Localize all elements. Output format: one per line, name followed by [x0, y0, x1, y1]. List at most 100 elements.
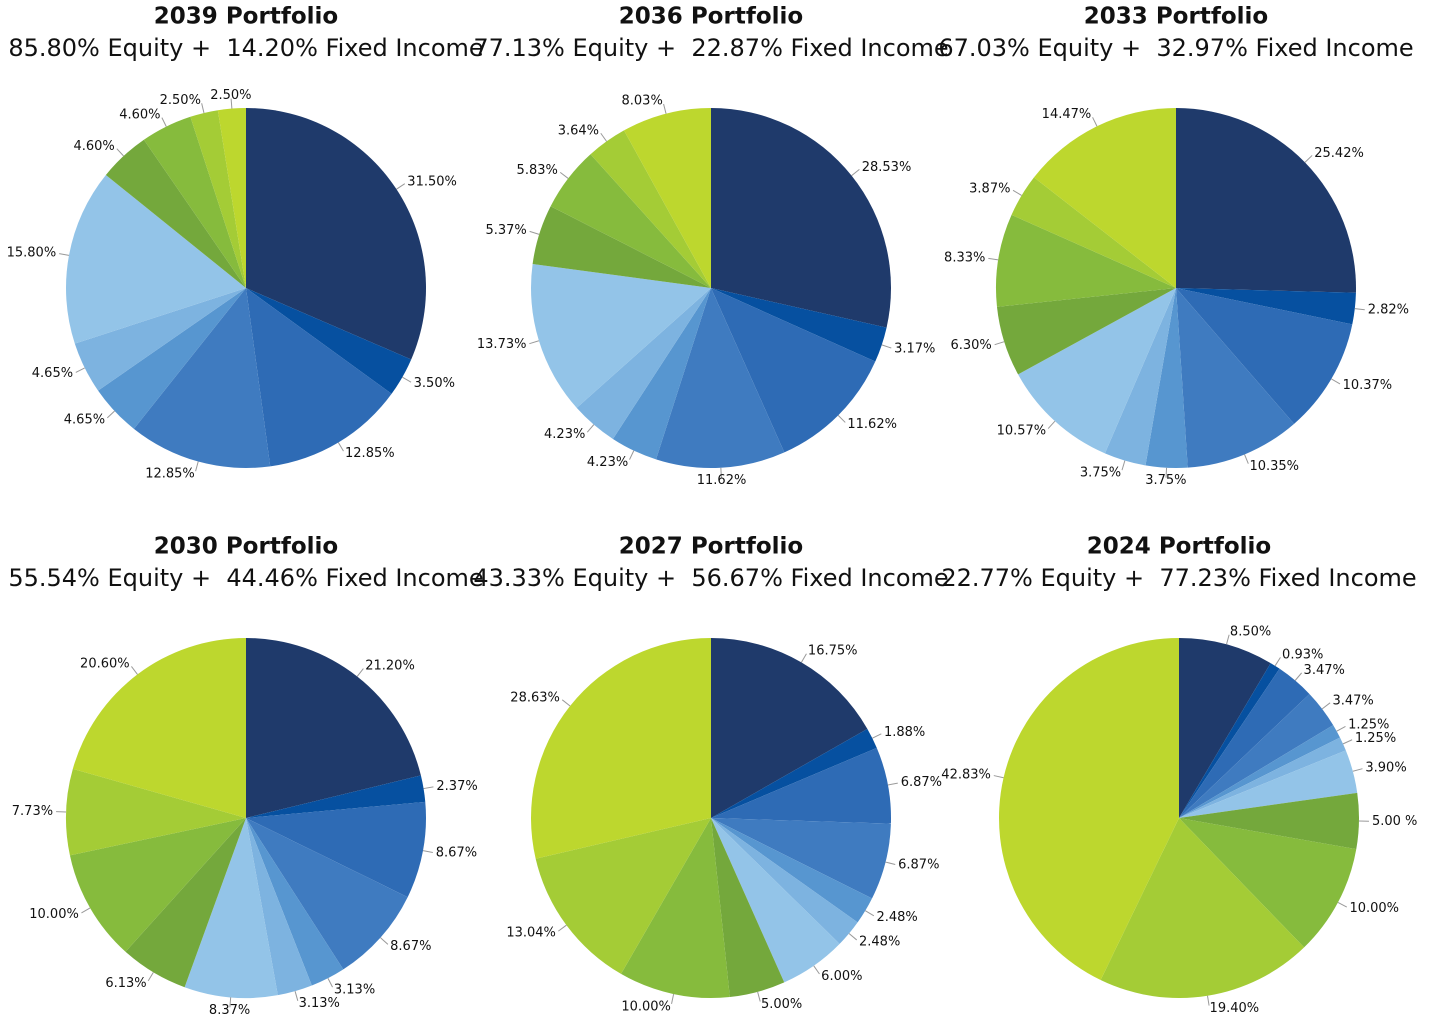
chart-subtitle: 77.13% Equity + 22.87% Fixed Income: [473, 34, 948, 62]
slice-label: 3.75%: [1145, 473, 1186, 488]
slice-label: 3.17%: [894, 341, 935, 356]
pie-slice: [995, 214, 1176, 307]
leader-line: [1244, 454, 1249, 464]
slice-label: 4.60%: [73, 139, 114, 154]
pie-slice: [711, 108, 891, 328]
leader-line: [161, 117, 167, 127]
leader-line: [671, 993, 675, 1004]
chart-subtitle: 43.33% Equity + 56.67% Fixed Income: [473, 564, 948, 592]
slice-label: 20.60%: [80, 657, 130, 672]
slice-label: 4.23%: [587, 455, 628, 470]
leader-line: [881, 344, 892, 349]
slice-label: 13.04%: [506, 925, 556, 940]
slice-label: 10.35%: [1249, 459, 1299, 474]
pie-slice: [1033, 108, 1176, 288]
chart-subtitle: 85.80% Equity + 14.20% Fixed Income: [8, 34, 483, 62]
leader-line: [837, 415, 846, 423]
slice-label: 12.85%: [145, 467, 195, 482]
leader-line: [1331, 378, 1341, 385]
pie-slice: [1179, 663, 1280, 818]
slice-label: 6.87%: [901, 775, 942, 790]
leader-line: [865, 910, 875, 917]
pie-slice: [1179, 638, 1271, 818]
slice-label: 28.53%: [862, 160, 912, 175]
chart-title: 2030 Portfolio: [154, 534, 338, 560]
leader-line: [1294, 672, 1303, 681]
leader-line: [1274, 657, 1281, 667]
pie-slice: [576, 288, 711, 439]
leader-line: [294, 991, 299, 1001]
pie-slice: [1011, 177, 1176, 288]
leader-line: [800, 653, 807, 663]
pie-slice: [1100, 818, 1305, 998]
leader-line: [629, 450, 635, 460]
slice-label: 5.00 %: [1372, 814, 1417, 829]
pie-slice: [711, 728, 877, 818]
pie-slice: [246, 818, 408, 970]
pie-slice: [143, 116, 246, 288]
leader-line: [885, 861, 896, 865]
leader-line: [229, 997, 232, 1008]
pie-slice: [1104, 288, 1176, 466]
pie-slice: [711, 638, 868, 818]
slice-label: 8.33%: [944, 250, 985, 265]
slice-label: 8.67%: [390, 939, 431, 954]
pie-slice: [246, 288, 412, 394]
slice-label: 16.75%: [808, 644, 858, 659]
slice-label: 3.64%: [558, 123, 599, 138]
leader-line: [1352, 768, 1363, 772]
slice-label: 4.65%: [32, 366, 73, 381]
chart-title: 2024 Portfolio: [1087, 534, 1271, 560]
leader-line: [1304, 155, 1313, 163]
pie-slice: [711, 818, 891, 899]
slice-label: 5.83%: [517, 163, 558, 178]
slice-label: 7.73%: [12, 804, 53, 819]
slice-label: 3.90%: [1365, 760, 1406, 775]
pie-slice: [711, 818, 785, 998]
leader-line: [848, 933, 858, 941]
pie-slice: [246, 818, 344, 986]
slice-label: 25.42%: [1314, 146, 1364, 161]
slice-label: 5.37%: [485, 223, 526, 238]
leader-line: [993, 775, 1004, 779]
pie-slice: [531, 263, 711, 408]
leader-line: [230, 98, 233, 109]
leader-line: [116, 148, 124, 157]
pie-slice: [590, 130, 711, 288]
slice-label: 11.62%: [697, 473, 747, 488]
slice-label: 3.47%: [1304, 663, 1345, 678]
pie-slice: [1179, 818, 1357, 948]
leader-line: [59, 253, 70, 256]
pie-slice: [532, 206, 711, 288]
slice-label: 3.50%: [414, 376, 455, 391]
leader-line: [813, 965, 820, 975]
leader-line: [887, 782, 898, 786]
slice-label: 3.47%: [1332, 694, 1373, 709]
pie-slice: [535, 818, 711, 974]
slice-label: 28.63%: [510, 690, 560, 705]
leader-line: [558, 924, 567, 932]
pie-slice: [1179, 792, 1359, 850]
chart-subtitle: 22.77% Equity + 77.23% Fixed Income: [941, 564, 1416, 592]
leader-line: [1121, 460, 1126, 471]
pie-slice: [623, 108, 711, 288]
leader-line: [1012, 189, 1022, 196]
leader-line: [994, 341, 1005, 346]
pie-slice: [125, 818, 246, 988]
pie-slice: [98, 288, 246, 429]
pie-slice: [711, 747, 891, 824]
leader-line: [757, 991, 761, 1002]
leader-line: [988, 257, 999, 261]
leader-line: [327, 978, 333, 988]
pie-slice: [72, 638, 246, 818]
leader-line: [559, 171, 569, 179]
slice-label: 3.87%: [969, 181, 1010, 196]
pie-slice: [1176, 108, 1357, 293]
leader-line: [337, 442, 344, 452]
slice-label: 15.80%: [7, 246, 57, 261]
slice-label: 1.25%: [1348, 717, 1389, 732]
leader-line: [1206, 995, 1210, 1006]
slice-label: 21.20%: [365, 659, 415, 674]
slice-label: 10.00%: [29, 907, 79, 922]
